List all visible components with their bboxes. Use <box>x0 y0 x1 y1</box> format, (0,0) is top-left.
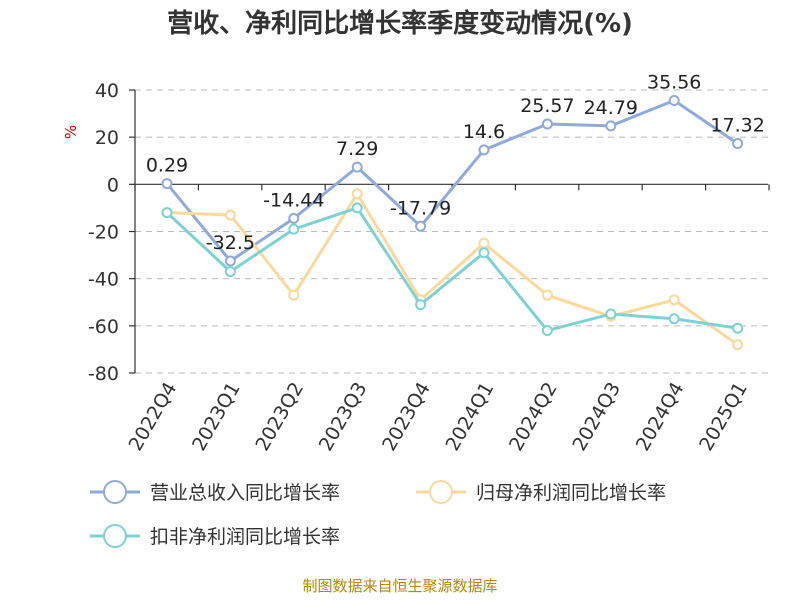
data-point[interactable] <box>668 94 680 106</box>
data-point[interactable] <box>605 120 617 132</box>
data-point[interactable] <box>478 237 490 249</box>
data-point[interactable] <box>161 178 173 190</box>
data-point[interactable] <box>478 144 490 156</box>
y-tick-label: 20 <box>95 127 119 149</box>
data-point[interactable] <box>605 308 617 320</box>
x-tick-label: 2023Q1 <box>188 379 245 455</box>
y-tick-label: 0 <box>107 174 119 196</box>
series-line-0 <box>165 98 739 263</box>
chart-title: 营收、净利同比增长率季度变动情况(%) <box>167 8 633 39</box>
data-point[interactable] <box>288 223 300 235</box>
x-tick-label: 2025Q1 <box>695 379 752 455</box>
x-tick-label: 2024Q2 <box>505 379 562 455</box>
series-line-1 <box>166 192 739 346</box>
data-point[interactable] <box>351 161 363 173</box>
x-tick-label: 2022Q4 <box>125 379 182 455</box>
data-point[interactable] <box>224 255 236 267</box>
data-point[interactable] <box>668 294 680 306</box>
y-tick-label: 40 <box>95 80 119 102</box>
data-point[interactable] <box>541 325 553 337</box>
data-point[interactable] <box>541 118 553 130</box>
data-point[interactable] <box>224 266 236 278</box>
data-point[interactable] <box>351 188 363 200</box>
data-label: 0.29 <box>146 155 188 177</box>
y-tick-label: -20 <box>88 222 119 244</box>
y-axis-label: % <box>62 125 80 139</box>
data-point[interactable] <box>668 313 680 325</box>
y-tick-label: -40 <box>88 269 119 291</box>
x-tick-label: 2024Q1 <box>442 379 499 455</box>
data-point[interactable] <box>288 289 300 301</box>
series-lines <box>161 94 744 351</box>
data-point[interactable] <box>732 137 744 149</box>
data-label: 25.57 <box>520 95 574 117</box>
data-label: -32.5 <box>206 232 255 254</box>
legend-marker <box>429 480 453 504</box>
data-label: -14.44 <box>263 189 324 211</box>
data-point[interactable] <box>415 299 427 311</box>
data-label: 35.56 <box>647 71 701 93</box>
data-point[interactable] <box>351 202 363 214</box>
data-point[interactable] <box>288 212 300 224</box>
data-point[interactable] <box>415 220 427 232</box>
legend-item[interactable]: 扣非净利润同比增长率 <box>90 524 340 548</box>
legend-label: 扣非净利润同比增长率 <box>150 526 340 548</box>
legend-marker <box>103 524 127 548</box>
legend-label: 营业总收入同比增长率 <box>150 482 340 504</box>
x-tick-label: 2023Q3 <box>315 379 372 455</box>
series-line-2 <box>165 206 738 333</box>
data-point[interactable] <box>478 247 490 259</box>
data-point[interactable] <box>541 289 553 301</box>
data-label: 17.32 <box>710 114 764 136</box>
data-point[interactable] <box>161 207 173 219</box>
data-label: -17.79 <box>390 197 451 219</box>
data-point[interactable] <box>224 209 236 221</box>
data-labels: 0.29 -32.5 -14.44 7.29 -17.79 14.6 25.57 24.79 3… <box>146 71 765 254</box>
x-tick-label: 2023Q2 <box>251 379 308 455</box>
data-label: 14.6 <box>463 121 505 143</box>
legend-item[interactable]: 营业总收入同比增长率 <box>90 480 340 504</box>
data-point[interactable] <box>732 339 744 351</box>
legend-label: 归母净利润同比增长率 <box>476 482 666 504</box>
legend-marker <box>103 480 127 504</box>
x-tick-label: 2024Q3 <box>568 379 625 455</box>
source-note: 制图数据来自恒生聚源数据库 <box>302 577 497 595</box>
data-label: 24.79 <box>584 97 638 119</box>
legend-item[interactable]: 归母净利润同比增长率 <box>416 480 666 504</box>
x-tick-label: 2024Q4 <box>632 379 689 455</box>
x-tick-label: 2023Q4 <box>378 379 435 455</box>
y-tick-label: -60 <box>88 316 119 338</box>
y-tick-label: -80 <box>88 363 119 385</box>
data-point[interactable] <box>732 322 744 334</box>
data-label: 7.29 <box>336 138 378 160</box>
